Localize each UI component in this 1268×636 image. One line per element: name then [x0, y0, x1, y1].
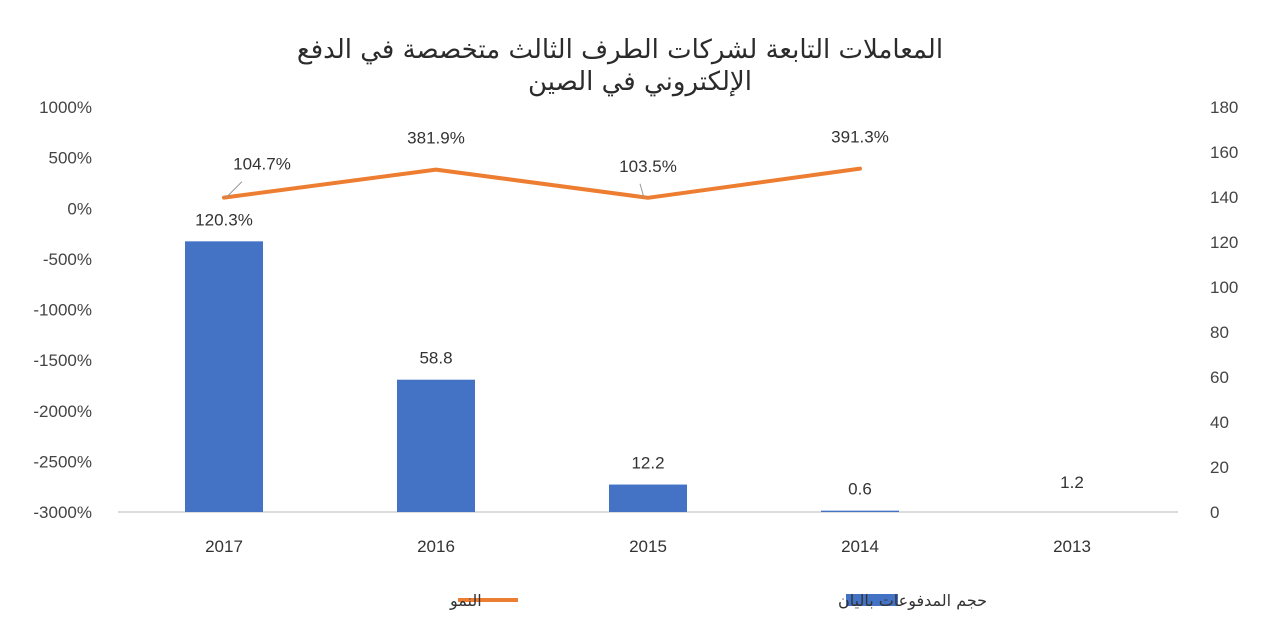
- bar-labels: 120.3% 58.8 12.2 0.6 1.2: [195, 210, 1084, 498]
- label-leader-line: [639, 183, 645, 198]
- line-labels: 104.7% 381.9% 103.5% 391.3%: [225, 128, 889, 199]
- left-axis-tick: -3000%: [33, 503, 92, 522]
- x-axis-tick: 2013: [1053, 537, 1091, 556]
- x-axis-tick: 2014: [841, 537, 879, 556]
- left-axis-tick: 0%: [67, 199, 92, 218]
- line-series: [222, 166, 862, 200]
- left-axis-tick: -2000%: [33, 402, 92, 421]
- bar: [397, 379, 475, 512]
- growth-line: [222, 166, 862, 200]
- left-axis-tick: 500%: [49, 149, 92, 168]
- right-axis-tick: 120: [1210, 233, 1238, 252]
- legend: حجم المدفوعات باليان النمو: [449, 591, 987, 611]
- legend-swatch-volume: [846, 594, 898, 606]
- left-axis: 1000% 500% 0% -500% -1000% -1500% -2000% -2500%…: [33, 98, 92, 522]
- bar-data-label: 0.6: [848, 480, 872, 499]
- line-data-label: 104.7%: [233, 155, 291, 174]
- x-axis-tick: 2015: [629, 537, 667, 556]
- bar: [821, 510, 899, 512]
- x-axis: 2017 2016 2015 2014 2013: [205, 537, 1091, 556]
- bar-data-label: 58.8: [419, 349, 452, 368]
- right-axis-tick: 0: [1210, 503, 1219, 522]
- x-axis-tick: 2017: [205, 537, 243, 556]
- bar-data-label: 12.2: [631, 454, 664, 473]
- line-data-label: 103.5%: [619, 157, 677, 176]
- legend-label-volume: حجم المدفوعات باليان: [838, 591, 987, 611]
- left-axis-tick: -2500%: [33, 452, 92, 471]
- bar-data-label: 1.2: [1060, 473, 1084, 492]
- bar-series: [185, 241, 899, 512]
- left-axis-tick: -1000%: [33, 301, 92, 320]
- right-axis-tick: 180: [1210, 98, 1238, 117]
- line-data-label: 381.9%: [407, 129, 465, 148]
- left-axis-tick: 1000%: [39, 98, 92, 117]
- left-axis-tick: -500%: [43, 250, 92, 269]
- x-axis-tick: 2016: [417, 537, 455, 556]
- chart-title-line1: المعاملات التابعة لشركات الطرف الثالث مت…: [297, 35, 943, 65]
- right-axis-tick: 20: [1210, 458, 1229, 477]
- line-data-label: 391.3%: [831, 128, 889, 147]
- right-axis: 180 160 140 120 100 80 60 40 20 0: [1210, 98, 1238, 522]
- label-leader-line: [225, 181, 243, 199]
- bar: [185, 241, 263, 512]
- bar: [609, 484, 687, 512]
- chart-title-line2: الإلكتروني في الصين: [528, 67, 752, 97]
- left-axis-tick: -1500%: [33, 351, 92, 370]
- right-axis-tick: 160: [1210, 143, 1238, 162]
- right-axis-tick: 80: [1210, 323, 1229, 342]
- right-axis-tick: 40: [1210, 413, 1229, 432]
- legend-label-growth: النمو: [449, 591, 482, 611]
- right-axis-tick: 60: [1210, 368, 1229, 387]
- right-axis-tick: 140: [1210, 188, 1238, 207]
- bar-data-label: 120.3%: [195, 210, 253, 229]
- right-axis-tick: 100: [1210, 278, 1238, 297]
